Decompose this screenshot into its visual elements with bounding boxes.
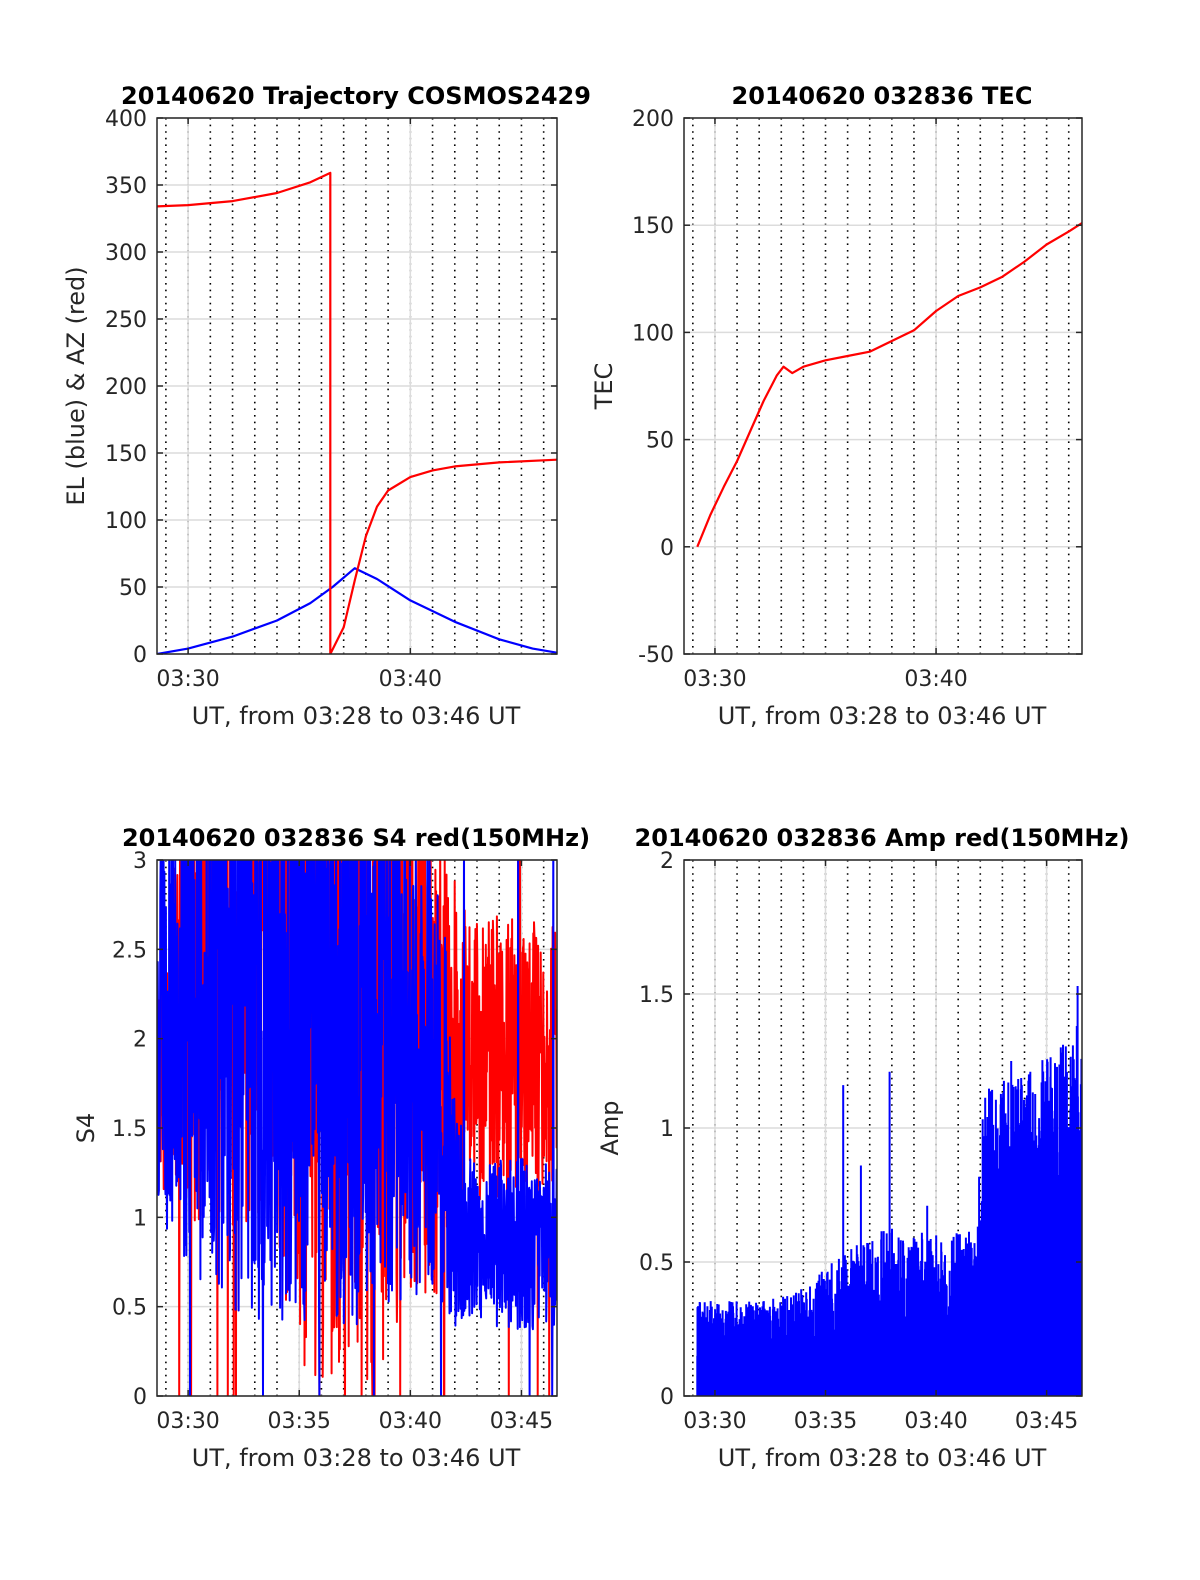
tec-series-0 [696,222,1082,548]
amp-ytick-label: 2 [660,849,674,874]
tec-ytick-label: 200 [632,107,674,132]
s4-plot-area [157,860,557,1396]
tec-ytick-label: 50 [646,429,674,454]
amp-xtick-label: 03:45 [1015,1409,1078,1434]
tec-xtick-label: 03:40 [904,667,967,692]
tec-ytick-label: 150 [632,214,674,239]
s4-xtick-label: 03:40 [379,1409,442,1434]
trajectory-series-0 [157,567,557,654]
trajectory-ytick-label: 100 [105,509,147,534]
s4-ytick-label: 1 [133,1206,147,1231]
tec-ytick-label: -50 [638,643,674,668]
amp-title: 20140620 032836 Amp red(150MHz) [635,824,1130,852]
trajectory-xtick-label: 03:30 [156,667,219,692]
s4-xtick-label: 03:30 [156,1409,219,1434]
trajectory-ytick-label: 50 [119,576,147,601]
tec-ylabel: TEC [590,363,618,411]
s4-ytick-label: 0 [133,1385,147,1410]
tec-plot-area [696,222,1082,548]
amp-xtick-label: 03:40 [904,1409,967,1434]
s4-panel: UT, from 03:28 to 03:46 UT S4 0 0.5 1 1.5 2 2… [72,824,590,1472]
tec-xlabel: UT, from 03:28 to 03:46 UT [718,702,1047,730]
trajectory-panel: UT, from 03:28 to 03:46 UT EL (blue) & A… [62,82,591,730]
trajectory-title: 20140620 Trajectory COSMOS2429 [121,82,591,110]
trajectory-ytick-label: 400 [105,107,147,132]
trajectory-ytick-label: 200 [105,375,147,400]
trajectory-ytick-label: 300 [105,241,147,266]
s4-ylabel: S4 [72,1113,100,1144]
trajectory-ytick-label: 350 [105,174,147,199]
tec-title: 20140620 032836 TEC [732,82,1033,110]
amp-series-0 [696,986,1082,1396]
s4-xtick-label: 03:45 [490,1409,553,1434]
tec-axes-box [683,117,1083,655]
amp-ytick-label: 1 [660,1117,674,1142]
amp-plot-area [696,986,1082,1396]
s4-title: 20140620 032836 S4 red(150MHz) [122,824,590,852]
amp-xtick-label: 03:30 [683,1409,746,1434]
s4-xlabel: UT, from 03:28 to 03:46 UT [192,1444,521,1472]
amp-xtick-label: 03:35 [794,1409,857,1434]
s4-series-1 [157,860,557,1396]
amp-xlabel: UT, from 03:28 to 03:46 UT [718,1444,1047,1472]
trajectory-plot-area [157,171,557,654]
amp-ytick-label: 0.5 [639,1251,674,1276]
tec-xtick-label: 03:30 [683,667,746,692]
trajectory-series-1 [157,171,557,654]
tec-ytick-label: 100 [632,321,674,346]
s4-xtick-label: 03:35 [268,1409,331,1434]
s4-ytick-label: 2.5 [112,938,147,963]
amp-ylabel: Amp [596,1100,624,1155]
trajectory-ytick-label: 0 [133,643,147,668]
amp-ytick-label: 0 [660,1385,674,1410]
trajectory-xtick-label: 03:40 [379,667,442,692]
trajectory-xlabel: UT, from 03:28 to 03:46 UT [192,702,521,730]
trajectory-ylabel: EL (blue) & AZ (red) [62,266,90,505]
amp-ytick-label: 1.5 [639,983,674,1008]
trajectory-ytick-label: 150 [105,442,147,467]
tec-ytick-label: 0 [660,536,674,561]
trajectory-ytick-label: 250 [105,308,147,333]
s4-ytick-label: 1.5 [112,1117,147,1142]
s4-ytick-label: 3 [133,849,147,874]
s4-ytick-label: 0.5 [112,1296,147,1321]
tec-panel: UT, from 03:28 to 03:46 UT TEC -50 0 50 100… [590,82,1083,730]
amp-panel: UT, from 03:28 to 03:46 UT Amp 0 0.5 1 1.5 2… [596,824,1129,1472]
s4-ytick-label: 2 [133,1028,147,1053]
